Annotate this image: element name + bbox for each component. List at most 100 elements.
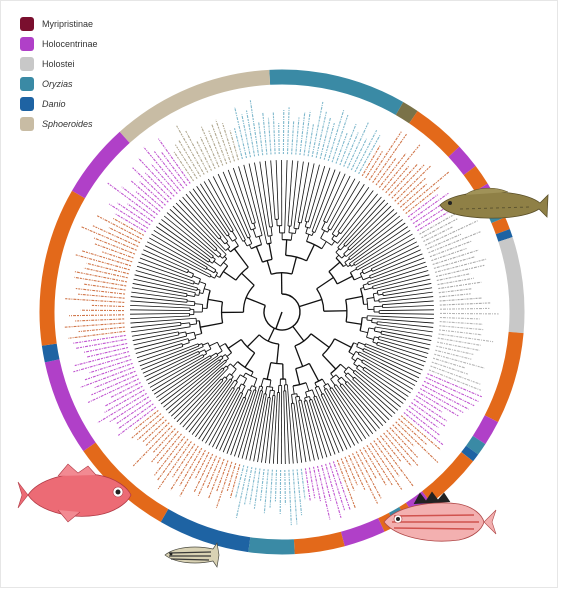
tip-label [431,247,467,262]
tree-branch [296,393,298,397]
tree-branch [339,383,343,386]
tree-branch [230,376,234,380]
tree-branch [253,394,267,462]
tree-branch [198,289,201,296]
tree-branch [193,332,197,339]
tip-label [325,463,342,518]
tree-branch [189,322,191,327]
tip-label [286,107,290,155]
tip-label [321,464,332,501]
tree-branch [266,260,272,275]
tip-label [432,249,479,266]
tree-branch [238,383,242,389]
tree-branch [189,323,197,326]
tip-label [428,369,482,391]
tree-branch [336,275,353,285]
tip-label [108,203,149,229]
tree-branch [232,361,238,367]
tree-branch [187,271,194,275]
tree-branch [321,338,336,356]
tree-branch [304,397,306,401]
tree-branch [331,387,367,440]
tree-branch [168,361,227,414]
tree-branch [324,388,327,391]
tree-branch [215,393,244,450]
tree-branch [215,275,220,278]
ring-segment [293,531,345,555]
tip-label [178,139,202,177]
tree-branch [354,370,401,408]
tip-label [138,180,166,206]
tree-branch [335,384,374,435]
tree-branch [300,399,315,461]
legend-swatch [20,117,34,131]
tree-branch [206,290,211,309]
tree-branch [201,388,235,442]
tree-branch [267,327,275,342]
tree-branch [292,325,305,342]
tip-label [211,124,228,165]
tip-label [243,466,253,506]
tree-branch [204,288,211,291]
tree-branch [206,268,215,274]
tree-branch [337,196,382,248]
tree-branch [225,358,229,362]
tree-branch [373,292,378,295]
tip-label [331,114,349,163]
tree-branch [270,226,273,236]
tree-branch [194,292,196,297]
tree-branch [224,376,228,380]
tree-branch [220,378,224,381]
tree-branch [295,395,300,398]
tree-branch [314,171,341,233]
tree-branch [305,391,308,398]
tree-branch [143,249,189,271]
tree-branch [272,392,278,464]
tip-label [138,157,175,197]
tip-label [234,106,248,159]
tree-branch [231,368,237,376]
tree-branch [341,254,346,259]
tree-branch [348,366,355,372]
tip-label [368,131,402,181]
tree-branch [287,160,293,226]
tip-label [249,467,257,505]
tree-branch [316,276,334,290]
tree-branch [171,367,223,417]
tree-branch [203,353,207,357]
tree-branch [348,342,355,353]
tree-branch [374,300,380,302]
tip-label [291,120,295,155]
tip-label [145,422,170,446]
tree-branch [260,378,264,387]
tree-branch [349,209,395,251]
tip-label [84,283,126,291]
tree-branch [300,163,315,224]
tip-label [258,122,264,156]
tree-branch [210,275,215,279]
tree-branch [360,330,368,334]
tree-branch [231,230,238,239]
tree-branch [373,274,430,290]
tree-branch [367,282,369,285]
tip-label [413,398,448,422]
tip-label [336,459,356,509]
tree-branch [383,287,433,297]
tree-branch [359,317,363,331]
tree-branch [380,333,431,346]
tip-label [259,468,265,501]
tip-label [343,132,359,167]
tree-branch [321,241,327,249]
tree-branch [222,171,251,237]
tip-label [132,425,173,467]
tip-label [303,110,311,156]
tree-branch [227,169,252,231]
tree-branch [219,357,224,361]
tip-label [439,307,490,310]
tip-label [86,262,129,275]
tree-branch [282,238,292,241]
tree-branch [130,296,187,303]
tree-branch [304,164,320,222]
tree-branch [192,188,228,237]
